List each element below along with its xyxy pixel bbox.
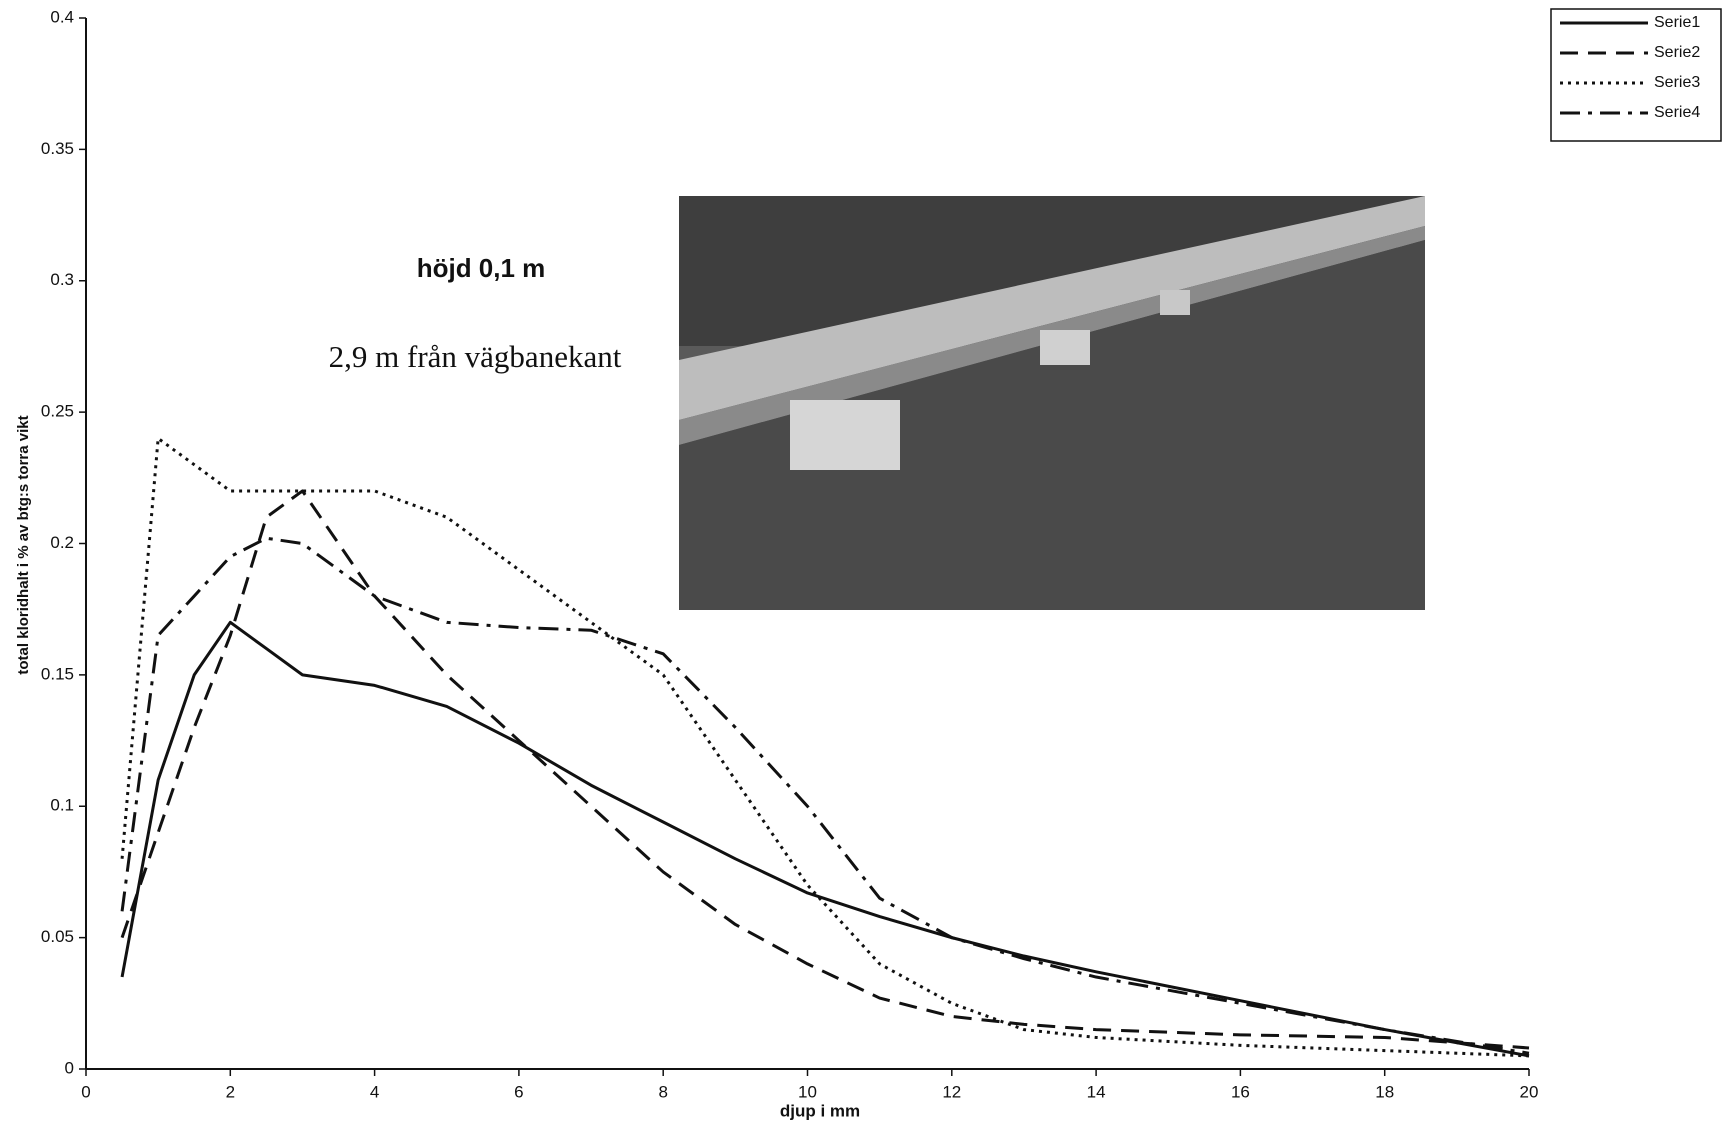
- x-tick-label: 0: [81, 1082, 90, 1101]
- legend-label: Serie3: [1654, 74, 1700, 91]
- x-tick-label: 6: [514, 1082, 523, 1101]
- legend-label: Serie1: [1654, 14, 1700, 31]
- y-tick-label: 0.15: [41, 664, 74, 683]
- series-line: [120, 620, 1530, 1058]
- x-tick-label: 4: [370, 1082, 379, 1101]
- annotation: 2,9 m från vägbanekant: [329, 339, 622, 374]
- x-tick-label: 10: [798, 1082, 817, 1101]
- y-tick-label: 0: [65, 1058, 74, 1077]
- y-axis-label: total kloridhalt i % av btg:s torra vikt: [15, 415, 32, 674]
- x-tick-label: 18: [1375, 1082, 1394, 1101]
- x-tick-label: 2: [226, 1082, 235, 1101]
- y-tick-label: 0.35: [41, 139, 74, 158]
- y-tick-label: 0.3: [50, 270, 74, 289]
- photo: [679, 196, 1425, 610]
- series-line: [120, 536, 1530, 1055]
- legend-label: Serie4: [1654, 104, 1700, 121]
- legend: [1550, 8, 1722, 142]
- annotation: höjd 0,1 m: [417, 253, 546, 283]
- x-tick-label: 14: [1087, 1082, 1106, 1101]
- y-tick-label: 0.25: [41, 402, 74, 421]
- x-tick-label: 20: [1520, 1082, 1539, 1101]
- series-line: [120, 489, 1530, 1050]
- x-axis-label: djup i mm: [780, 1101, 860, 1120]
- x-tick-label: 12: [942, 1082, 961, 1101]
- y-tick-label: 0.4: [50, 7, 74, 26]
- y-tick-label: 0.1: [50, 796, 74, 815]
- legend-label: Serie2: [1654, 44, 1700, 61]
- x-tick-label: 8: [658, 1082, 667, 1101]
- x-tick-label: 16: [1231, 1082, 1250, 1101]
- y-tick-label: 0.2: [50, 533, 74, 552]
- y-tick-label: 0.05: [41, 927, 74, 946]
